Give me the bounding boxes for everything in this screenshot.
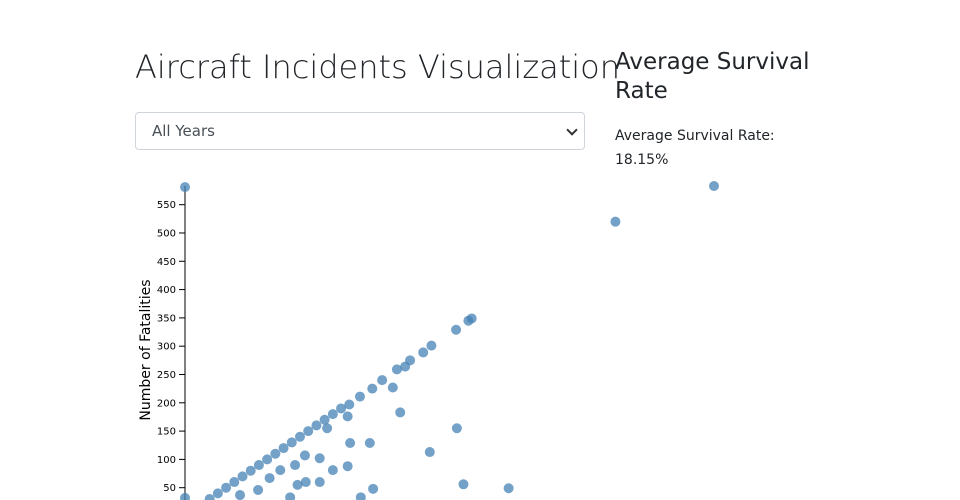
point xyxy=(345,437,356,448)
y-tick-label: 400 xyxy=(157,285,176,296)
point xyxy=(503,483,514,494)
point xyxy=(292,479,303,490)
point xyxy=(342,461,353,472)
point xyxy=(451,423,462,434)
year-select[interactable]: All Years xyxy=(135,112,585,150)
point xyxy=(709,181,719,191)
point xyxy=(245,465,256,476)
point xyxy=(303,426,314,437)
point xyxy=(314,453,325,464)
point xyxy=(368,483,379,494)
point xyxy=(295,431,305,442)
point xyxy=(253,460,264,471)
point xyxy=(270,448,281,459)
point xyxy=(212,488,223,499)
point xyxy=(229,477,240,488)
summary-value: 18.15% xyxy=(615,152,669,168)
point xyxy=(367,383,378,394)
y-tick-label: 450 xyxy=(157,257,176,268)
page-title: Aircraft Incidents Visualization xyxy=(135,48,621,86)
point xyxy=(314,477,325,488)
point xyxy=(290,460,301,471)
point xyxy=(300,477,311,488)
point xyxy=(264,473,275,484)
point xyxy=(418,347,429,358)
y-tick-label: 350 xyxy=(157,313,176,324)
point xyxy=(387,382,398,393)
point xyxy=(342,411,353,422)
point xyxy=(395,407,406,418)
point xyxy=(237,471,248,482)
y-axis-label: Number of Fatalities xyxy=(138,279,154,420)
point xyxy=(424,447,435,458)
point xyxy=(180,492,190,500)
point xyxy=(426,340,437,351)
point xyxy=(235,490,246,500)
y-tick-label: 150 xyxy=(157,427,176,438)
y-tick-label: 300 xyxy=(157,342,176,353)
point xyxy=(253,484,264,495)
point xyxy=(319,414,330,425)
point xyxy=(391,364,402,375)
point xyxy=(364,437,375,448)
point xyxy=(285,492,296,500)
point xyxy=(344,399,355,410)
y-tick-label: 500 xyxy=(157,228,176,239)
point xyxy=(299,450,310,461)
point xyxy=(327,409,338,420)
point xyxy=(451,324,462,335)
point xyxy=(286,437,297,448)
point xyxy=(278,443,289,454)
point xyxy=(221,482,232,493)
summary-label: Average Survival Rate: xyxy=(615,128,775,144)
point xyxy=(275,465,286,476)
select-value: All Years xyxy=(152,122,215,140)
point xyxy=(610,216,621,227)
y-tick-label: 250 xyxy=(157,370,176,381)
point xyxy=(336,403,347,414)
y-tick-label: 50 xyxy=(163,483,176,494)
point xyxy=(322,423,333,434)
y-tick-label: 100 xyxy=(157,455,176,466)
y-tick-label: 200 xyxy=(157,398,176,409)
summary: Average Survival Rate: 18.15% xyxy=(615,124,775,172)
point xyxy=(377,375,388,386)
point xyxy=(400,361,411,372)
point xyxy=(262,454,273,465)
point xyxy=(327,465,338,476)
point xyxy=(204,494,215,500)
point xyxy=(463,315,474,326)
point xyxy=(458,479,469,490)
point xyxy=(311,420,322,431)
summary-heading: Average Survival Rate xyxy=(615,49,810,104)
point xyxy=(354,391,365,402)
y-tick-label: 550 xyxy=(157,200,176,211)
point xyxy=(355,492,366,500)
point xyxy=(180,182,190,193)
